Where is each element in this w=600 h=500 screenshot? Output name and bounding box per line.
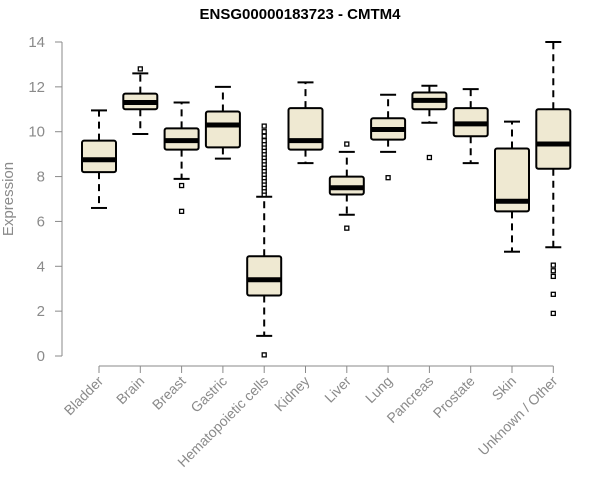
box-liver [328, 141, 365, 231]
box-lung [370, 93, 407, 181]
y-axis-title: Expression [0, 162, 17, 236]
box-brain [122, 66, 159, 135]
iqr-box [81, 139, 117, 174]
y-tick-label: 12 [28, 79, 45, 96]
y-tick-label: 10 [28, 124, 45, 141]
x-tick-label: Liver [321, 373, 354, 406]
box-bladder [81, 109, 117, 209]
outlier-point [261, 133, 267, 139]
x-tick-label: Skin [489, 373, 520, 404]
box-series [81, 41, 572, 358]
x-tick-label: Breast [149, 373, 189, 413]
outlier-point [344, 225, 350, 231]
iqr-box [204, 110, 241, 149]
outlier-point [261, 138, 267, 144]
outlier-point [261, 129, 267, 135]
outlier-point [137, 66, 143, 72]
outlier-point [261, 352, 267, 358]
x-tick-label: Lung [362, 373, 395, 406]
outlier-point [550, 291, 556, 297]
outlier-point [178, 182, 185, 189]
x-tick-label: Bladder [61, 373, 107, 419]
outlier-point [344, 141, 350, 147]
x-tick-label: Brain [113, 373, 147, 407]
iqr-box [535, 108, 572, 170]
box-skin [494, 120, 530, 253]
y-tick-label: 2 [37, 303, 45, 320]
outlier-point [178, 208, 185, 214]
y-tick-label: 8 [37, 169, 45, 186]
box-gastric [204, 85, 241, 160]
chart-title: ENSG00000183723 - CMTM4 [199, 6, 401, 23]
outlier-point [550, 273, 556, 280]
box-kidney [287, 81, 324, 165]
y-axis: 0 2 4 6 8 10 12 14 Expression [0, 34, 63, 365]
box-hematopoietic-cells [246, 123, 283, 358]
box-breast [163, 101, 200, 214]
box-unknown-other [535, 41, 572, 317]
box-pancreas [411, 84, 448, 161]
outlier-point [261, 123, 267, 129]
outlier-point [550, 310, 556, 317]
outlier-point [550, 262, 556, 268]
x-tick-label: Prostate [430, 373, 478, 421]
iqr-box [246, 255, 283, 297]
y-tick-label: 6 [37, 213, 45, 230]
y-tick-label: 0 [37, 348, 45, 365]
iqr-box [287, 107, 324, 151]
outlier-point [426, 154, 433, 161]
outlier-point [385, 175, 391, 181]
x-tick-label: Kidney [271, 373, 313, 415]
iqr-box [494, 147, 530, 213]
y-tick-label: 4 [37, 258, 45, 275]
outlier-point [550, 268, 556, 274]
box-prostate [452, 88, 489, 165]
y-tick-label: 14 [28, 34, 45, 51]
